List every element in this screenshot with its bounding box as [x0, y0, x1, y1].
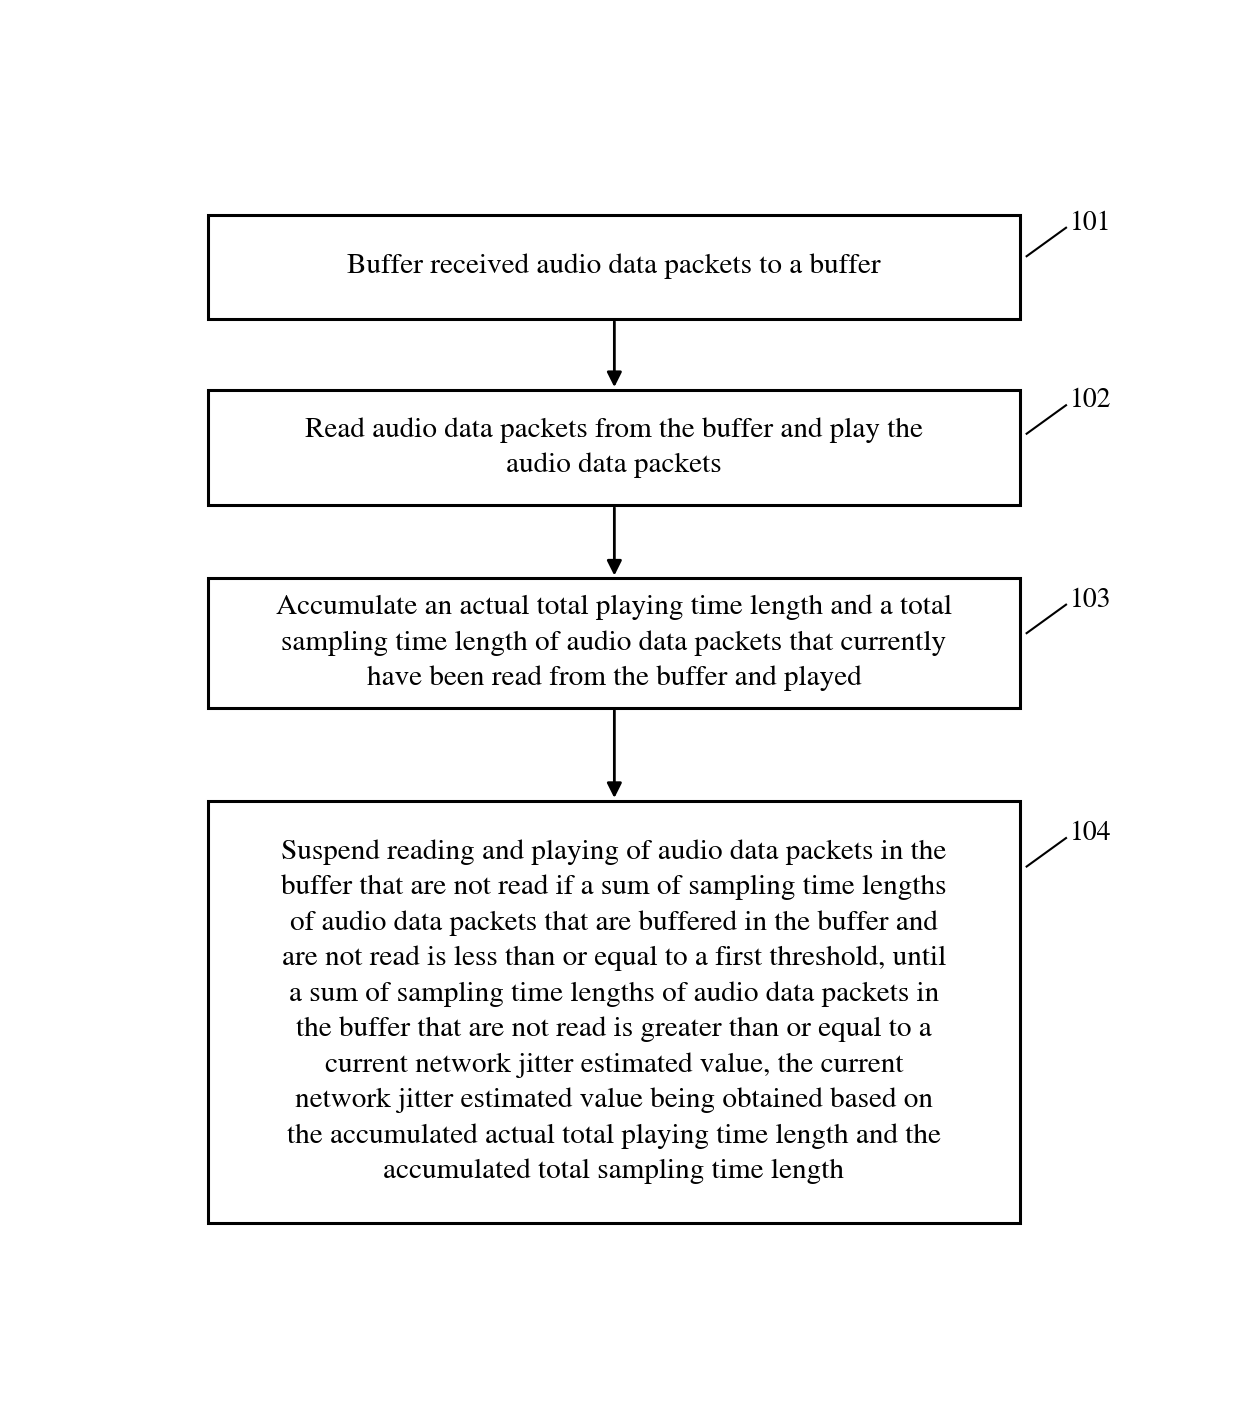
Text: 101: 101: [1070, 211, 1111, 236]
FancyBboxPatch shape: [208, 801, 1019, 1222]
Text: 104: 104: [1070, 821, 1111, 847]
Text: Buffer received audio data packets to a buffer: Buffer received audio data packets to a …: [347, 253, 880, 279]
Text: Accumulate an actual total playing time length and a total
sampling time length : Accumulate an actual total playing time …: [275, 595, 952, 692]
Text: Suspend reading and playing of audio data packets in the
buffer that are not rea: Suspend reading and playing of audio dat…: [281, 840, 946, 1184]
Text: 102: 102: [1070, 388, 1111, 414]
FancyBboxPatch shape: [208, 215, 1019, 319]
FancyBboxPatch shape: [208, 578, 1019, 707]
Text: Read audio data packets from the buffer and play the
audio data packets: Read audio data packets from the buffer …: [305, 417, 923, 478]
Text: 103: 103: [1070, 588, 1111, 613]
FancyBboxPatch shape: [208, 390, 1019, 505]
